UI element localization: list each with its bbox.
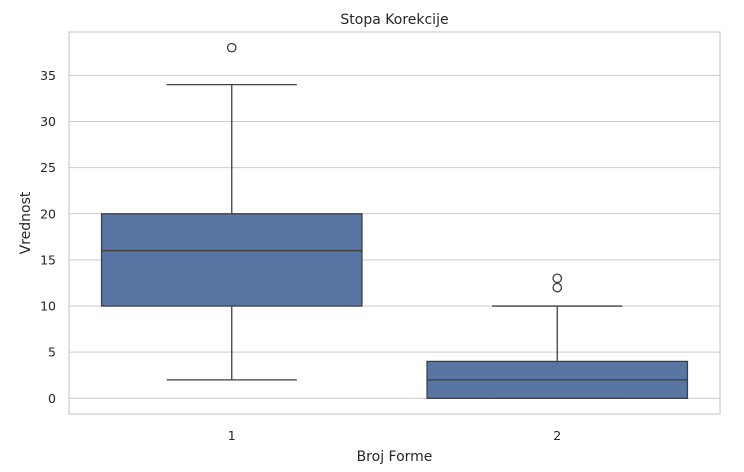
- box-group-1: [100, 42, 363, 381]
- outlier-point: [552, 273, 563, 284]
- y-tick-label: 10: [40, 299, 56, 314]
- x-tick-label: 2: [553, 428, 561, 443]
- y-tick-label: 25: [40, 160, 56, 175]
- y-tick-label: 35: [40, 68, 56, 83]
- x-tick-label: 1: [228, 428, 236, 443]
- y-axis-label: Vrednost: [18, 191, 34, 254]
- y-tick-label: 5: [48, 345, 56, 360]
- y-tick-label: 0: [48, 391, 56, 406]
- box-plot-series: [100, 42, 689, 399]
- x-axis-label: Broj Forme: [357, 449, 433, 465]
- box-group-2: [426, 273, 689, 399]
- y-axis-ticks: 0 5 10 15 20 25 30 35: [40, 68, 56, 406]
- plot-frame: [68, 31, 721, 415]
- outlier-point: [552, 282, 563, 293]
- y-tick-label: 15: [40, 252, 56, 267]
- y-tick-label: 30: [40, 114, 56, 129]
- y-tick-label: 20: [40, 206, 56, 221]
- iqr-box: [100, 213, 363, 307]
- outlier-point: [226, 42, 237, 53]
- chart-title: Stopa Korekcije: [340, 12, 448, 28]
